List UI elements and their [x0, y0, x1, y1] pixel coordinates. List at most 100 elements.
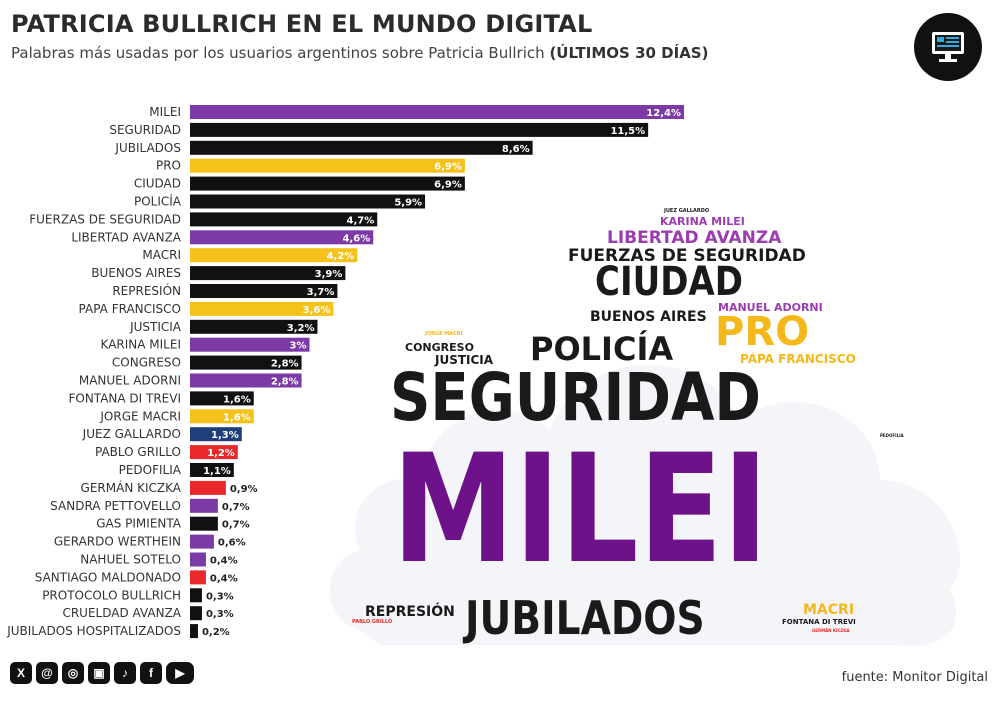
value-label: 1,3% [211, 430, 239, 441]
value-label: 3,6% [303, 305, 331, 316]
subtitle-main: Palabras más usadas por los usuarios arg… [11, 44, 545, 62]
value-label: 12,4% [646, 108, 681, 119]
bar [190, 534, 214, 549]
value-label: 6,9% [434, 162, 462, 173]
category-label: BUENOS AIRES [91, 266, 181, 280]
category-label: GERMÁN KICZKA [81, 480, 182, 495]
source-note: fuente: Monitor Digital [841, 670, 988, 685]
value-label: 0,3% [206, 591, 234, 602]
bar [190, 266, 346, 281]
bar [190, 427, 242, 442]
bar [190, 588, 202, 603]
value-label: 0,9% [230, 484, 258, 495]
value-label: 3,7% [307, 287, 335, 298]
bar [190, 373, 302, 388]
bar [190, 391, 254, 406]
bar [190, 301, 334, 316]
category-label: LIBERTAD AVANZA [71, 230, 181, 244]
bar [190, 337, 310, 352]
value-label: 0,6% [218, 538, 246, 549]
bar [190, 319, 318, 334]
facebook-icon[interactable]: f [140, 662, 162, 684]
value-label: 0,2% [202, 627, 230, 638]
category-label: PABLO GRILLO [95, 445, 181, 459]
bar [190, 409, 254, 424]
monitor-logo [914, 13, 982, 81]
bar [190, 105, 684, 119]
category-label: JUEZ GALLARDO [82, 427, 181, 441]
news-icon[interactable]: ▣ [88, 662, 110, 684]
value-label: 1,6% [223, 394, 251, 405]
value-label: 3,2% [287, 323, 315, 334]
cloud-shape [330, 364, 961, 646]
social-icons: X @ ◎ ▣ ♪ f ▶ [10, 662, 194, 684]
category-label: CIUDAD [134, 177, 181, 191]
category-label: GAS PIMIENTA [96, 517, 182, 531]
value-label: 1,2% [207, 448, 235, 459]
page-subtitle: Palabras más usadas por los usuarios arg… [11, 44, 708, 62]
value-label: 2,8% [271, 377, 299, 388]
category-label: KARINA MILEI [101, 338, 181, 352]
bar [190, 445, 238, 460]
value-label: 5,9% [394, 198, 422, 209]
bar [190, 248, 358, 263]
value-label: 1,6% [223, 412, 251, 423]
bar [190, 498, 218, 513]
bar [190, 552, 206, 567]
value-label: 3% [290, 341, 307, 352]
subtitle-period: (ÚLTIMOS 30 DÍAS) [549, 44, 709, 62]
value-label: 1,1% [203, 466, 231, 477]
category-label: POLICÍA [134, 194, 182, 209]
category-label: PRO [156, 159, 181, 173]
bar [190, 230, 374, 245]
category-label: CRUELDAD AVANZA [62, 606, 181, 620]
category-label: SANTIAGO MALDONADO [35, 570, 181, 584]
category-label: PEDOFILIA [119, 463, 182, 477]
bar [190, 284, 338, 298]
value-label: 0,3% [206, 609, 234, 620]
bar [190, 212, 378, 227]
category-label: PROTOCOLO BULLRICH [42, 588, 181, 602]
bar [190, 570, 206, 585]
page-title: PATRICIA BULLRICH EN EL MUNDO DIGITAL [11, 10, 593, 38]
category-label: SANDRA PETTOVELLO [50, 499, 181, 513]
threads-icon[interactable]: @ [36, 662, 58, 684]
category-label: MILEI [149, 105, 181, 119]
value-label: 3,9% [315, 269, 343, 280]
category-label: PAPA FRANCISCO [79, 302, 181, 316]
bar [190, 176, 465, 191]
bar [190, 158, 465, 173]
x-icon[interactable]: X [10, 662, 32, 684]
bar [190, 480, 226, 495]
monitor-icon [932, 32, 964, 62]
bar [190, 606, 202, 621]
bar [190, 140, 533, 155]
category-label: JORGE MACRI [99, 409, 181, 423]
youtube-icon[interactable]: ▶ [166, 662, 194, 684]
category-label: SEGURIDAD [109, 123, 181, 137]
category-label: MANUEL ADORNI [79, 374, 181, 388]
tiktok-icon[interactable]: ♪ [114, 662, 136, 684]
value-label: 4,6% [343, 233, 371, 244]
value-label: 4,7% [347, 215, 375, 226]
value-label: 0,4% [210, 573, 238, 584]
bar [190, 122, 649, 137]
bar [190, 194, 426, 209]
category-label: MACRI [142, 248, 181, 262]
category-label: FUERZAS DE SEGURIDAD [29, 212, 181, 226]
value-label: 2,8% [271, 359, 299, 370]
category-label: CONGRESO [112, 356, 181, 370]
value-label: 6,9% [434, 180, 462, 191]
value-label: 0,7% [222, 520, 250, 531]
category-label: JUBILADOS HOSPITALIZADOS [6, 624, 181, 638]
category-label: FONTANA DI TREVI [68, 391, 181, 405]
category-label: NAHUEL SOTELO [80, 553, 181, 567]
bar [190, 516, 218, 531]
value-label: 0,7% [222, 502, 250, 513]
bar [190, 355, 302, 370]
instagram-icon[interactable]: ◎ [62, 662, 84, 684]
category-label: JUSTICIA [129, 320, 182, 334]
bar [190, 463, 234, 477]
category-label: REPRESIÓN [112, 283, 181, 298]
